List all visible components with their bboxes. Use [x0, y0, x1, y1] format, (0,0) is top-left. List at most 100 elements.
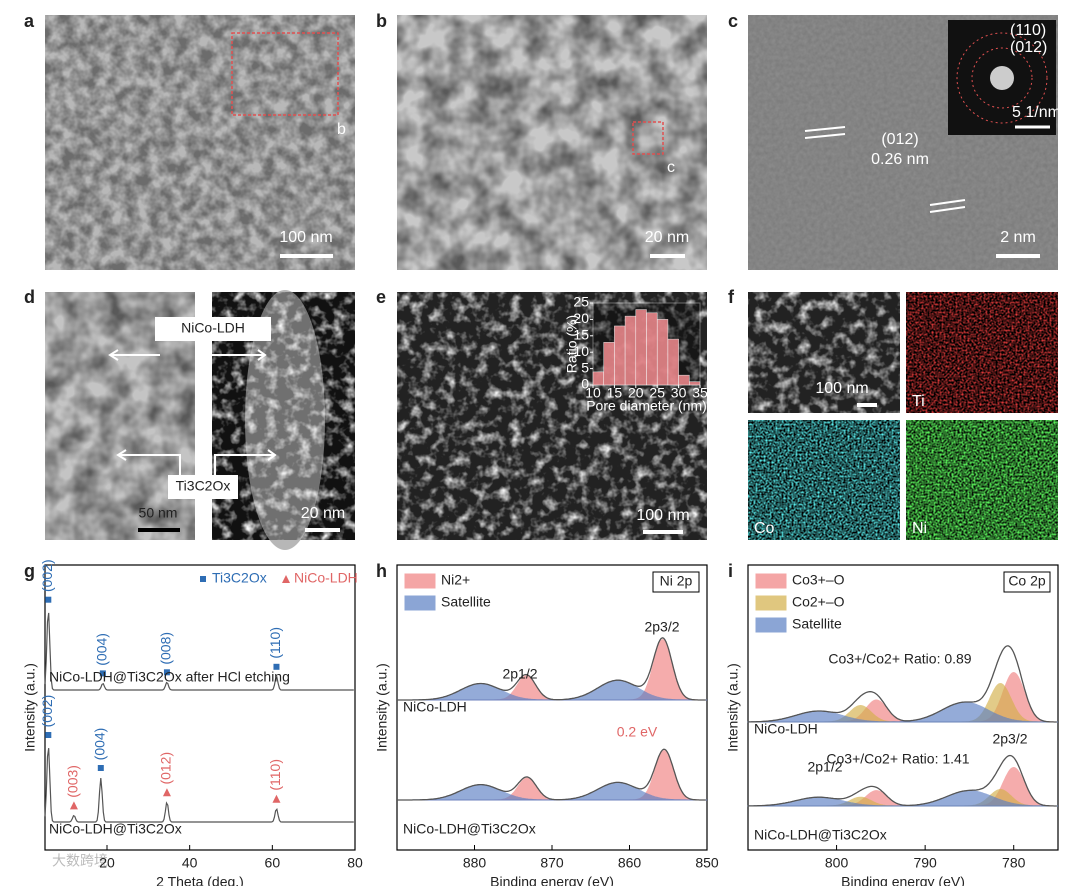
x-axis-label: Binding energy (eV) [490, 874, 614, 886]
phase-marker [163, 669, 170, 676]
panel-label: c [728, 11, 738, 31]
panel-label: h [376, 561, 387, 581]
tem-texture [397, 15, 707, 270]
phase-marker [97, 765, 104, 771]
x-tick-label: 25 [649, 385, 665, 401]
legend-label: Ti3C2Ox [212, 570, 267, 586]
x-tick-label: 30 [671, 385, 687, 401]
legend-marker [200, 576, 206, 582]
series-label: NiCo-LDH@Ti3C2Ox [49, 821, 182, 837]
spectrum-label: NiCo-LDH [754, 721, 818, 737]
phase-marker [272, 794, 281, 803]
phase-marker [69, 801, 78, 810]
histogram-bar [656, 319, 669, 386]
x-tick-label: 850 [695, 855, 719, 871]
histogram-bar [603, 342, 615, 386]
histogram-bar [635, 309, 647, 386]
annotation: 2p1/2 [502, 666, 537, 682]
annotation: 0.2 eV [617, 724, 658, 740]
annotation: NiCo-LDH [181, 320, 245, 336]
x-tick-label: 10 [585, 385, 601, 401]
x-tick-label: 80 [347, 855, 363, 871]
histogram-bar [667, 338, 679, 386]
diffraction-ring [956, 32, 1048, 124]
y-axis-label: Intensity (a.u.) [374, 663, 390, 752]
y-tick-label: 25 [573, 294, 589, 310]
region-label: b [337, 121, 346, 138]
tem-texture [45, 15, 355, 270]
y-tick-label: 10 [573, 343, 589, 359]
x-tick-label: 40 [182, 855, 198, 871]
title-box [652, 571, 700, 593]
panel-label: a [24, 11, 35, 31]
element-label: Co [754, 520, 775, 537]
x-tick-label: 35 [692, 385, 708, 401]
legend-swatch [404, 595, 436, 611]
xrd-trace [44, 748, 354, 823]
annotation: Co3+/Co2+ Ratio: 1.41 [826, 751, 969, 767]
spectrum-label: NiCo-LDH@Ti3C2Ox [754, 827, 887, 843]
beam-center [990, 66, 1014, 90]
x-tick-label: 60 [265, 855, 281, 871]
x-tick-label: 790 [913, 855, 937, 871]
ring-label: (012) [1010, 39, 1047, 56]
y-axis-label: Intensity (a.u.) [22, 663, 38, 752]
scale-bar-label: 20 nm [301, 505, 345, 522]
chart-title: Co 2p [1008, 573, 1046, 589]
legend-label: Co3+–O [792, 572, 845, 588]
fringe-mark [804, 126, 846, 132]
scale-bar-label: 20 nm [645, 229, 689, 246]
peak-label: (012) [158, 752, 174, 785]
y-axis-label: Intensity (a.u.) [725, 663, 741, 752]
panel-label: i [728, 561, 733, 581]
x-axis-label: Binding energy (eV) [841, 874, 965, 886]
panel-label: f [728, 287, 735, 307]
fringe-mark [929, 206, 966, 213]
panel-label: b [376, 11, 387, 31]
spectrum-label: NiCo-LDH [403, 699, 467, 715]
legend-label: Ni2+ [441, 572, 470, 588]
fringe-mark [804, 133, 846, 139]
x-tick-label: 780 [1002, 855, 1026, 871]
x-axis-label: 2 Theta (deg.) [156, 874, 244, 886]
legend-label: Satellite [441, 594, 491, 610]
x-tick-label: 20 [99, 855, 115, 871]
legend-swatch [755, 573, 787, 589]
d-spacing: 0.26 nm [871, 151, 929, 168]
eds-texture [748, 420, 900, 540]
annotation: Co3+/Co2+ Ratio: 0.89 [828, 651, 971, 667]
chart-title: Ni 2p [660, 573, 693, 589]
phase-marker [99, 670, 106, 677]
annotation-box [168, 475, 238, 499]
eds-texture [906, 292, 1058, 413]
histogram-bar [689, 381, 701, 386]
annotation: 2p3/2 [644, 619, 679, 635]
peak-label: (110) [267, 627, 283, 659]
arrows [116, 449, 277, 475]
fringe-mark [929, 199, 966, 206]
x-tick-label: 870 [540, 855, 564, 871]
watermark: 大数跨境 [52, 853, 108, 869]
envelope [748, 754, 1057, 807]
plot-frame [44, 564, 356, 851]
panel-label: d [24, 287, 35, 307]
panel-label: e [376, 287, 386, 307]
annotation: 2p3/2 [992, 731, 1027, 747]
region-label: c [667, 159, 675, 176]
element-label: Ni [912, 520, 927, 537]
peak-label: (110) [267, 759, 283, 791]
eds-texture [906, 420, 1058, 540]
peak-label: (003) [65, 765, 81, 798]
legend-marker [282, 575, 290, 583]
phase-marker [162, 788, 171, 797]
y-axis-label: Ratio (%) [564, 315, 580, 373]
x-tick-label: 880 [463, 855, 487, 871]
haadf-texture [748, 292, 900, 413]
scale-bar-label: 100 nm [279, 229, 332, 246]
peak-label: (002) [39, 695, 55, 728]
legend-swatch [755, 617, 787, 633]
peak-label: (004) [94, 633, 110, 666]
x-tick-label: 15 [607, 385, 623, 401]
peak-label: (002) [39, 559, 55, 592]
